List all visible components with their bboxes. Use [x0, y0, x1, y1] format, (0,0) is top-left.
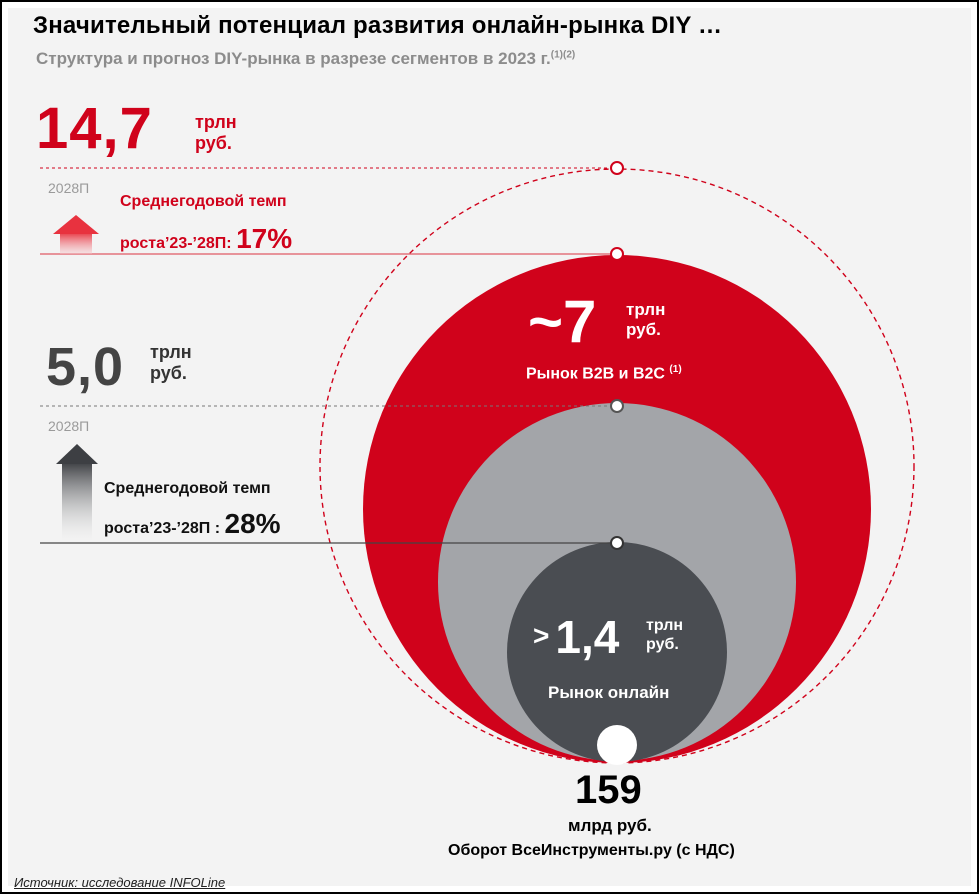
- red-growth-arrow-icon: [53, 215, 99, 254]
- forecast-total-rate-label: Среднегодовой темп: [120, 193, 287, 210]
- forecast-total-year: 2028П: [48, 180, 90, 196]
- vseinstrumenty-circle: [597, 725, 637, 765]
- forecast-online-year: 2028П: [48, 418, 90, 434]
- forecast-online-unit: трлн руб.: [150, 342, 192, 383]
- vseinstrumenty-label: Оборот ВсеИнструменты.ру (с НДС): [448, 842, 735, 859]
- b2b-marker: [610, 247, 624, 261]
- online-marker: [610, 536, 624, 550]
- vseinstrumenty-value: 159: [575, 768, 642, 812]
- online-market-unit: трлн руб.: [646, 617, 684, 654]
- grey-growth-arrow-icon: [56, 444, 98, 541]
- forecast-total-rate: роста’23-’28П: 17%: [120, 223, 293, 254]
- b2b-market-value: ~7: [528, 288, 597, 355]
- online-market-value: >1,4: [533, 611, 620, 663]
- online-market-label: Рынок онлайн: [548, 683, 670, 702]
- forecast-total-unit: трлн руб.: [195, 112, 237, 153]
- b2b-market-label: Рынок B2B и B2C (1): [526, 364, 682, 383]
- slide-subtitle: Структура и прогноз DIY-рынка в разрезе …: [36, 49, 576, 68]
- forecast-total-marker: [610, 161, 624, 175]
- b2b-market-unit: трлн руб.: [626, 300, 666, 340]
- forecast-online-rate: роста’23-’28П : 28%: [104, 508, 281, 539]
- slide-title: Значительный потенциал развития онлайн-р…: [33, 12, 723, 39]
- online-market-circle: [507, 542, 727, 762]
- forecast-total-value: 14,7: [36, 96, 153, 161]
- online-forecast-marker: [610, 399, 624, 413]
- forecast-online-value: 5,0: [46, 337, 125, 397]
- forecast-online-rate-label: Среднегодовой темп: [104, 480, 271, 497]
- source-note: Источник: исследование INFOLine: [14, 875, 226, 890]
- vseinstrumenty-unit: млрд руб.: [568, 816, 652, 835]
